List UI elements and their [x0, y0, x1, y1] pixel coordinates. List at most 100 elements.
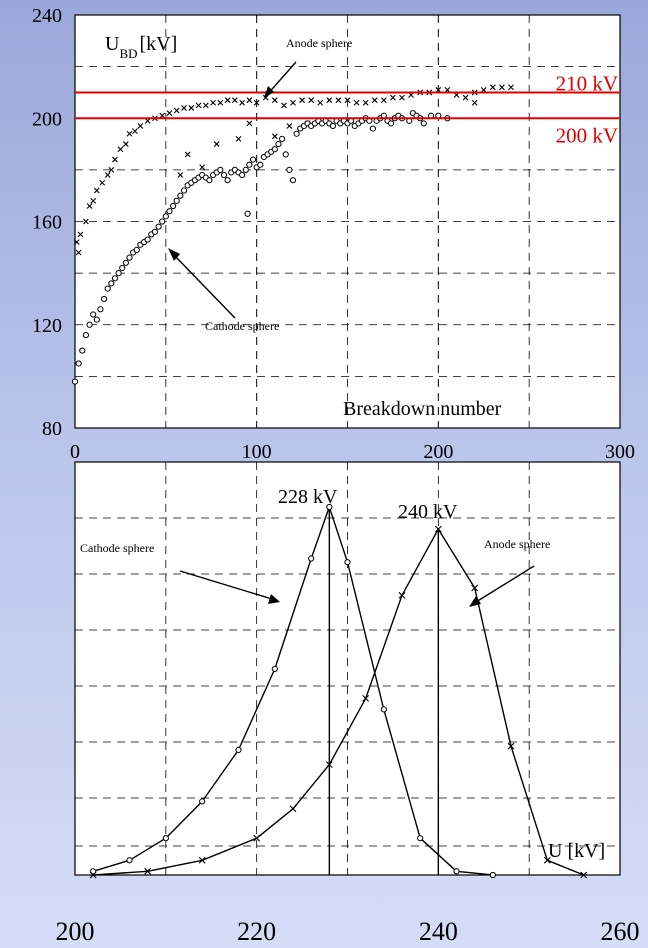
top-point-cross-stroke: [173, 107, 180, 114]
top-y-axis-label: UBD [kV]: [105, 33, 177, 61]
top-point-cross-stroke: [353, 99, 360, 106]
bottom-point-circle: [199, 798, 206, 805]
top-point-circle: [173, 197, 180, 204]
bottom-point-cross-stroke: [198, 856, 206, 864]
top-point-cross-stroke: [380, 97, 387, 104]
top-point-cross: [166, 110, 173, 116]
top-point-circle: [220, 171, 228, 179]
top-point-circle: [249, 156, 257, 163]
top-point-circle: [90, 311, 97, 318]
top-point-cross-stroke: [104, 172, 111, 178]
top-point-cross: [271, 133, 278, 140]
annotation-cathode-sphere: Cathode sphere: [205, 319, 279, 333]
top-point-circle: [97, 306, 104, 313]
bottom-chart: 200 220 240 260 U [kV] Cathode sphere Anode…: [56, 461, 640, 946]
top-point-circle: [206, 177, 213, 184]
top-point-cross: [235, 136, 242, 142]
bottom-point-cross: [253, 834, 261, 842]
top-point-circle: [289, 177, 297, 184]
top-point-cross-stroke: [239, 99, 246, 106]
top-point-cross: [177, 172, 184, 178]
top-point-circle: [126, 254, 133, 261]
top-point-cross: [246, 120, 253, 127]
top-point-circle: [257, 161, 264, 168]
top-y-tick-label: 200: [32, 108, 62, 130]
top-point-cross: [90, 197, 97, 204]
top-point-circle: [151, 228, 159, 235]
top-chart: 80 120 160 200 240 0 100 200 300 210 kV 200 kV U…: [32, 5, 635, 463]
top-point-circle: [79, 347, 86, 354]
annotation-anode-arrowhead-bottom: [469, 596, 481, 607]
top-point-cross-stroke: [137, 123, 144, 129]
top-point-cross: [126, 130, 133, 137]
bottom-point-cross-stroke: [362, 694, 370, 702]
annotation-anode-arrowhead: [264, 86, 274, 98]
top-point-cross: [188, 105, 195, 111]
bottom-point-cross: [398, 591, 406, 599]
top-point-cross: [199, 164, 206, 171]
top-point-cross: [99, 179, 106, 186]
top-point-circle: [119, 264, 126, 272]
top-point-cross-stroke: [281, 102, 287, 109]
annotation-cathode-arrow: [172, 253, 236, 319]
top-point-cross: [299, 97, 305, 104]
reference-line-label: 210 kV: [556, 71, 618, 95]
top-point-cross: [122, 141, 129, 147]
top-point-cross: [137, 123, 144, 129]
top-point-cross: [253, 99, 260, 106]
bottom-point-circle: [417, 835, 424, 842]
bottom-point-cross-stroke: [253, 834, 261, 842]
top-point-cross-stroke: [489, 84, 496, 91]
top-point-cross-stroke: [83, 218, 89, 225]
bottom-point-cross: [434, 525, 442, 533]
top-point-circle: [293, 130, 300, 137]
top-point-cross-stroke: [335, 97, 342, 104]
top-point-cross-stroke: [181, 105, 187, 111]
top-point-cross: [231, 97, 238, 104]
top-point-cross: [390, 94, 396, 101]
top-point-circle: [71, 378, 79, 385]
bottom-grid: [75, 462, 620, 875]
top-y-tick-label: 80: [42, 418, 62, 440]
top-data-points: [71, 84, 514, 385]
top-point-circle: [100, 295, 108, 303]
top-point-cross: [213, 141, 220, 147]
top-y-tick-label: 240: [32, 5, 62, 27]
top-point-cross-stroke: [317, 99, 324, 106]
top-point-cross-stroke: [217, 99, 224, 106]
top-point-circle: [239, 171, 246, 179]
top-point-cross: [335, 97, 342, 104]
top-point-cross-stroke: [199, 164, 206, 171]
top-x-tick-label: 200: [423, 441, 453, 463]
bottom-point-circle: [126, 857, 133, 864]
top-x-tick-label: 100: [242, 441, 272, 463]
bottom-x-tick-labels: 200 220 240 260: [56, 917, 640, 946]
bottom-point-cross: [580, 871, 588, 879]
top-point-cross-stroke: [235, 136, 242, 142]
top-point-cross: [224, 97, 231, 104]
top-point-circle: [242, 166, 249, 173]
top-point-cross: [471, 99, 478, 106]
top-point-cross-stroke: [108, 166, 115, 173]
top-point-cross: [489, 84, 496, 91]
bottom-x-tick-label: 260: [601, 917, 640, 946]
top-point-cross-stroke: [73, 239, 80, 246]
top-point-circle: [244, 210, 251, 217]
bottom-point-cross-stroke: [398, 591, 406, 599]
top-point-cross: [380, 97, 387, 104]
bottom-point-cross: [198, 856, 206, 864]
top-point-cross-stroke: [184, 151, 191, 158]
top-point-cross-stroke: [290, 99, 296, 106]
top-point-cross: [217, 99, 224, 106]
top-point-cross: [362, 99, 369, 106]
annotation-cathode-arrowhead: [168, 248, 180, 261]
top-point-cross: [184, 151, 191, 158]
top-point-cross: [281, 102, 287, 109]
top-y-tick-label: 160: [32, 212, 62, 234]
top-point-cross-stroke: [271, 133, 278, 140]
top-x-tick-label: 300: [605, 441, 635, 463]
bottom-curves: [89, 503, 588, 879]
top-point-circle: [82, 331, 90, 339]
top-x-axis-label: Breakdown number: [343, 398, 502, 420]
